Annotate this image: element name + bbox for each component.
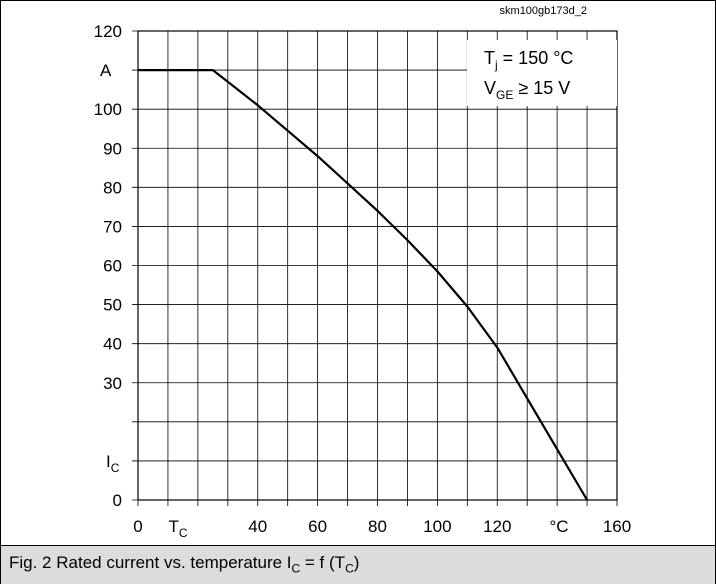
conditions-box [467, 40, 617, 106]
x-unit-label: °C [549, 517, 568, 536]
y-tick-label: 120 [94, 22, 122, 41]
y-tick-labels: 0 30 40 50 60 70 80 90 100 120 [94, 22, 122, 510]
y-tick-label: 70 [103, 217, 122, 236]
x-tick-label: 60 [308, 517, 327, 536]
x-tick-label: 40 [248, 517, 267, 536]
tj-condition: Tj = 150 °C [484, 48, 573, 72]
y-axis-symbol: IC [106, 452, 120, 475]
x-tick-label: 0 [133, 517, 142, 536]
x-tick-label: 160 [603, 517, 631, 536]
y-unit-label: A [100, 61, 112, 80]
x-axis-symbol: TC [168, 517, 187, 540]
plot-area-border [137, 30, 618, 501]
rated-current-curve [138, 69, 589, 501]
source-id-label: skm100gb173d_2 [500, 5, 587, 17]
rated-current-chart: skm100gb173d_2 0 30 40 50 60 70 80 90 100 120 0 40… [94, 5, 632, 540]
x-tick-label: 120 [483, 517, 511, 536]
y-tick-label: 60 [103, 257, 122, 276]
x-tick-label: 100 [423, 517, 451, 536]
y-tick-label: 100 [94, 100, 122, 119]
caption-bar: Fig. 2 Rated current vs. temperature IC … [1, 545, 715, 584]
y-tick-label: 0 [113, 491, 122, 510]
y-tick-label: 50 [103, 296, 122, 315]
y-tick-label: 90 [103, 139, 122, 158]
y-tick-label: 40 [103, 335, 122, 354]
y-tick-label: 30 [103, 374, 122, 393]
figure-caption: Fig. 2 Rated current vs. temperature IC … [9, 553, 360, 576]
vge-condition: VGE ≥ 15 V [484, 78, 570, 102]
y-tick-label: 80 [103, 178, 122, 197]
x-tick-label: 80 [368, 517, 387, 536]
x-tick-labels: 0 40 60 80 100 120 160 [133, 517, 631, 536]
